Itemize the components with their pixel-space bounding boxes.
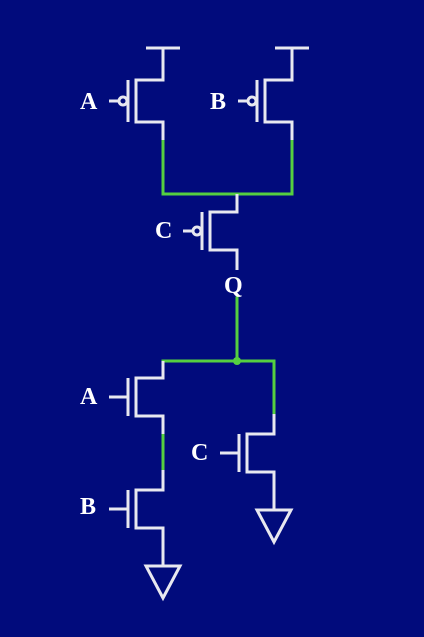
- label-nmos-b: B: [80, 494, 96, 520]
- pmos-transistor-c: [183, 194, 239, 270]
- label-pmos-c: C: [155, 218, 172, 244]
- pullup-merge-wire: [161, 138, 294, 196]
- label-pmos-a: A: [80, 89, 98, 115]
- ground-triangle-icon: [254, 508, 294, 546]
- label-pmos-b: B: [210, 89, 226, 115]
- node-wires: [161, 138, 294, 472]
- output-branch-wire: [161, 359, 276, 416]
- label-nmos-a: A: [80, 384, 98, 410]
- label-output-q: Q: [224, 273, 243, 299]
- ground-triangle-icon: [143, 564, 183, 602]
- nmos-transistor-a: [109, 361, 165, 434]
- pmos-bubble-icon: [191, 225, 203, 237]
- pmos-transistor-b: [238, 64, 294, 140]
- output-junction-dot: [233, 357, 241, 365]
- pmos-bubble-icon: [117, 95, 129, 107]
- nmos-transistor-c: [220, 414, 276, 510]
- vdd-tee-icon: [275, 46, 309, 64]
- nmos-transistor-b: [109, 470, 165, 566]
- label-nmos-c: C: [191, 440, 208, 466]
- pmos-transistor-a: [109, 64, 165, 140]
- vdd-tee-icon: [146, 46, 180, 64]
- pmos-bubble-icon: [246, 95, 258, 107]
